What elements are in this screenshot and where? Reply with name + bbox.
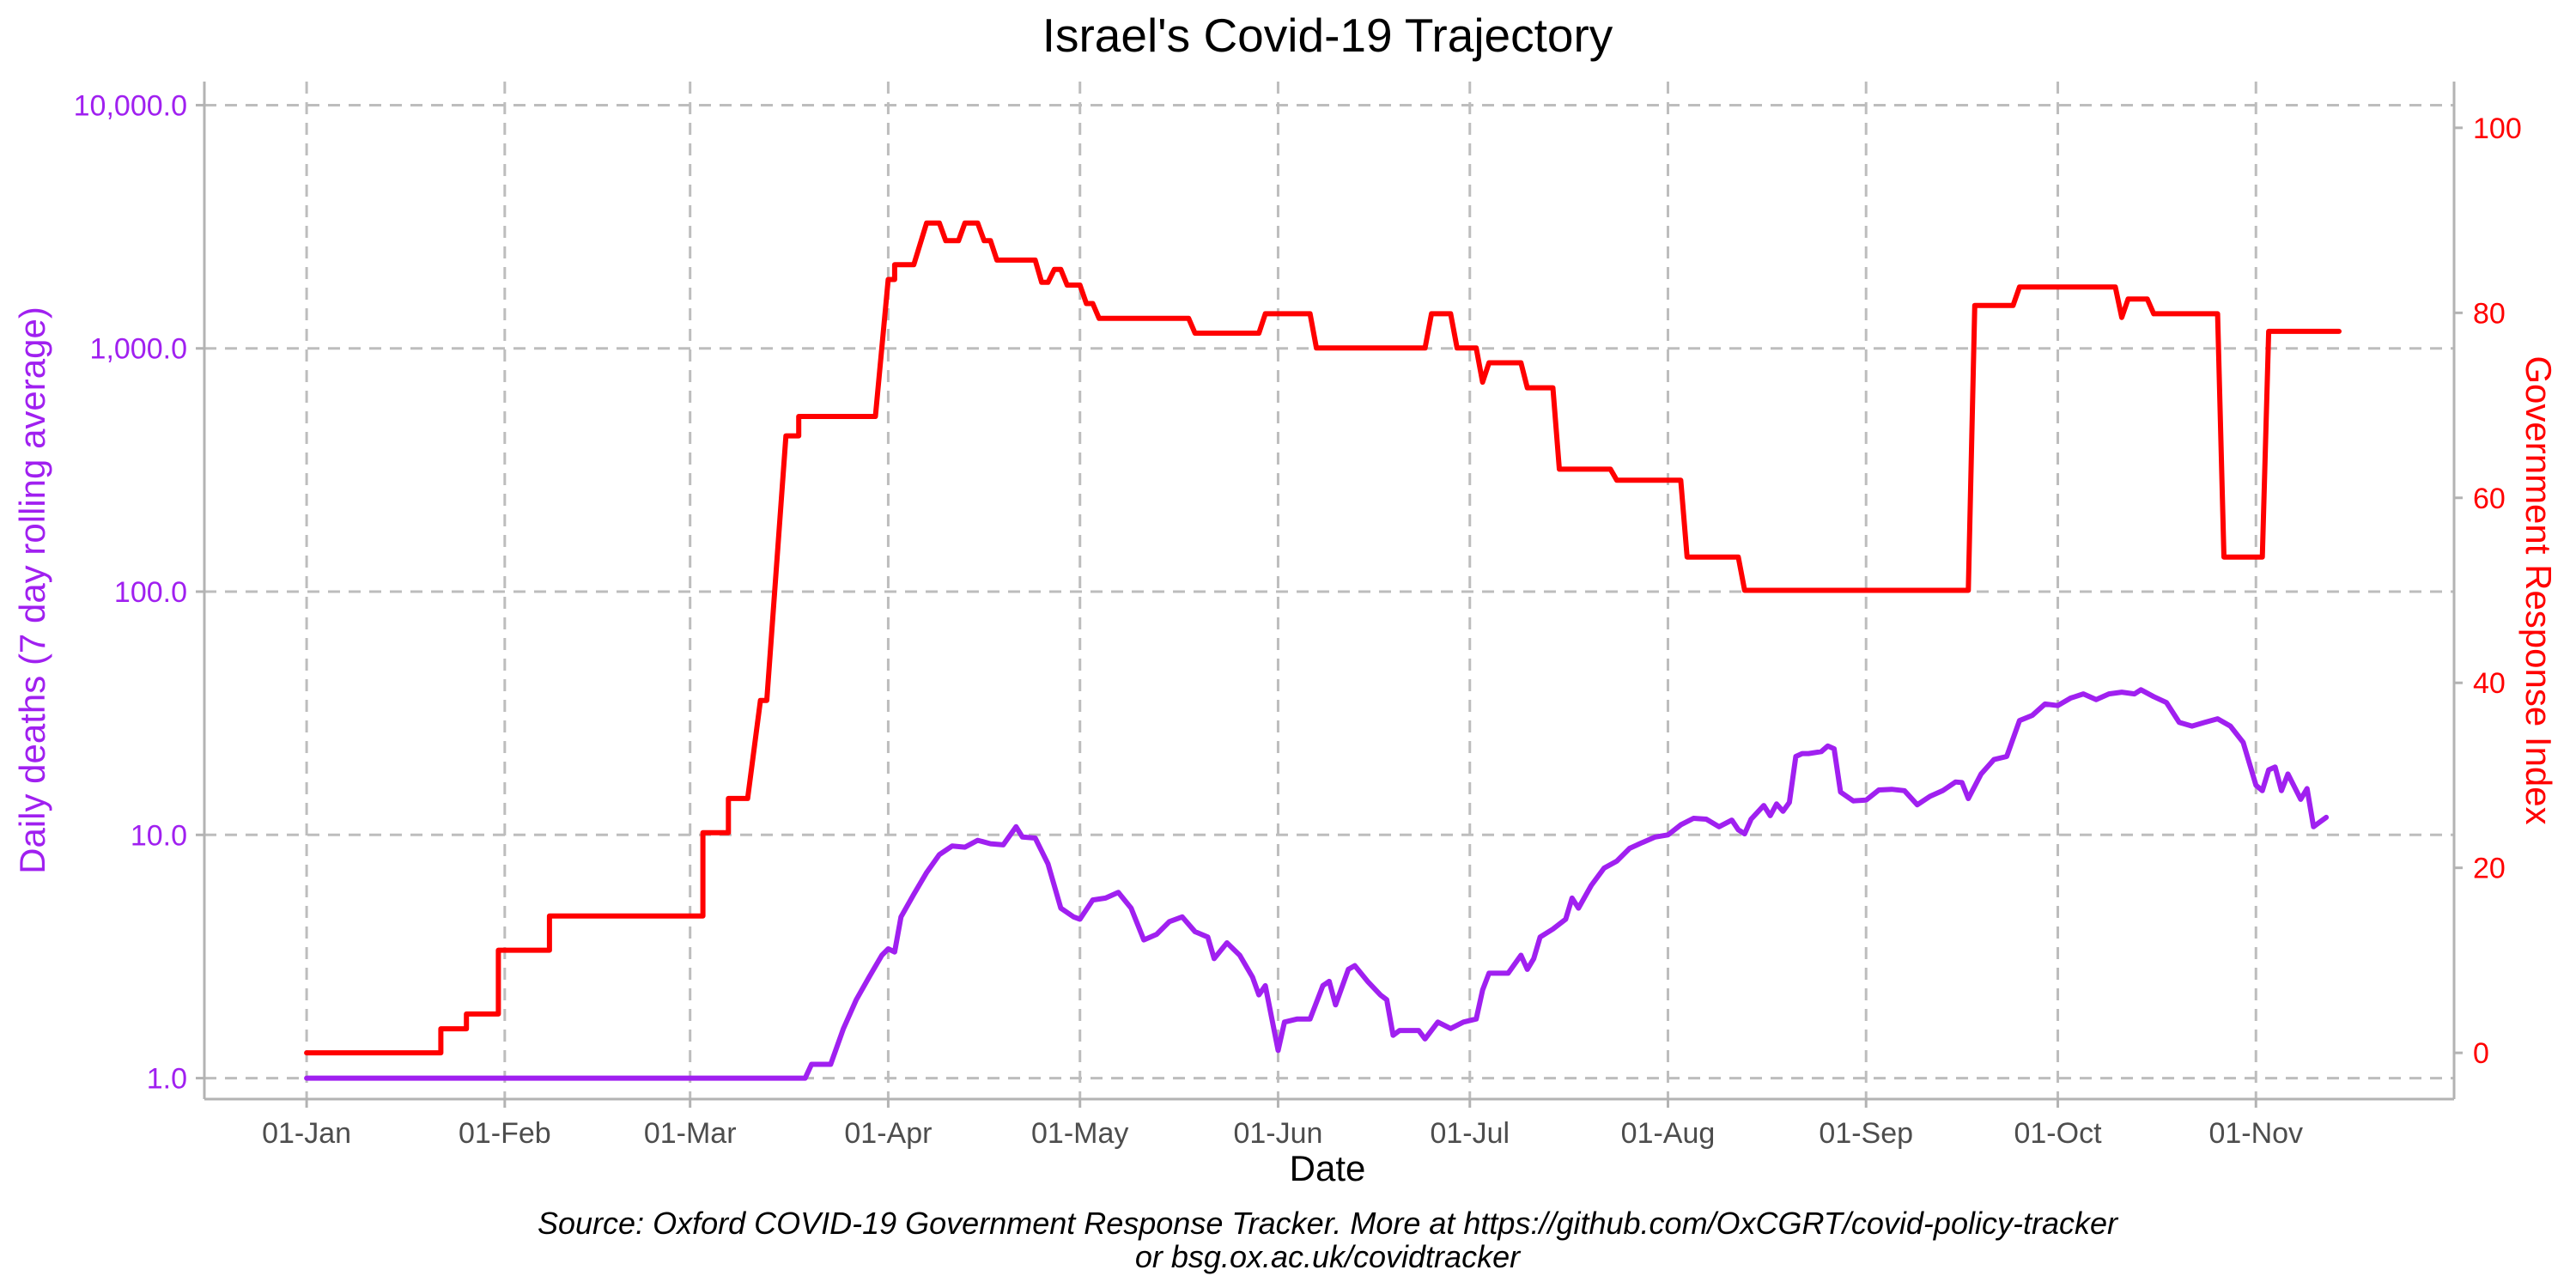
x-axis-title: Date <box>1290 1148 1366 1188</box>
y-axis-right: 0 20 40 60 80 100 <box>2454 112 2522 1070</box>
x-axis: 01-Jan 01-Feb 01-Mar 01-Apr 01-May 01-Jun 01-J… <box>262 1099 2303 1150</box>
y-left-tick-label: 100.0 <box>114 576 187 609</box>
y-left-tick-label: 1.0 <box>147 1063 187 1096</box>
x-tick-label: 01-Nov <box>2208 1117 2303 1150</box>
y-right-tick-label: 20 <box>2473 853 2506 885</box>
y-right-tick-label: 40 <box>2473 667 2506 700</box>
plot-frame <box>203 82 2456 1101</box>
x-tick-label: 01-Feb <box>459 1117 551 1150</box>
y-right-tick-label: 60 <box>2473 483 2506 515</box>
x-tick-label: 01-Mar <box>644 1117 737 1150</box>
series-layer <box>304 220 2342 1081</box>
y-right-tick-label: 0 <box>2473 1037 2489 1070</box>
daily-deaths-line <box>304 687 2330 1081</box>
x-tick-label: 01-Apr <box>844 1117 932 1150</box>
y-axis-right-title: Government Response Index <box>2518 355 2559 824</box>
x-tick-label: 01-May <box>1031 1117 1128 1150</box>
x-tick-label: 01-Aug <box>1621 1117 1716 1150</box>
y-left-tick-label: 10,000.0 <box>74 89 187 122</box>
caption-line-2: or bsg.ox.ac.uk/covidtracker <box>1135 1239 1522 1274</box>
y-left-tick-label: 10.0 <box>131 819 187 852</box>
x-tick-label: 01-Jul <box>1430 1117 1510 1150</box>
y-left-tick-label: 1,000.0 <box>90 333 187 366</box>
grid <box>204 82 2454 1099</box>
caption-line-1: Source: Oxford COVID-19 Government Respo… <box>538 1206 2119 1241</box>
y-right-tick-label: 80 <box>2473 297 2506 330</box>
y-axis-left-title: Daily deaths (7 day rolling average) <box>12 307 52 874</box>
x-tick-label: 01-Sep <box>1819 1117 1913 1150</box>
y-right-tick-label: 100 <box>2473 112 2522 145</box>
y-axis-left: 1.0 10.0 100.0 1,000.0 10,000.0 <box>74 89 204 1096</box>
government-response-index-line <box>304 220 2342 1056</box>
x-tick-label: 01-Jun <box>1233 1117 1322 1150</box>
chart-title: Israel's Covid-19 Trajectory <box>1042 9 1613 62</box>
x-tick-label: 01-Oct <box>2014 1117 2102 1150</box>
x-tick-label: 01-Jan <box>262 1117 351 1150</box>
